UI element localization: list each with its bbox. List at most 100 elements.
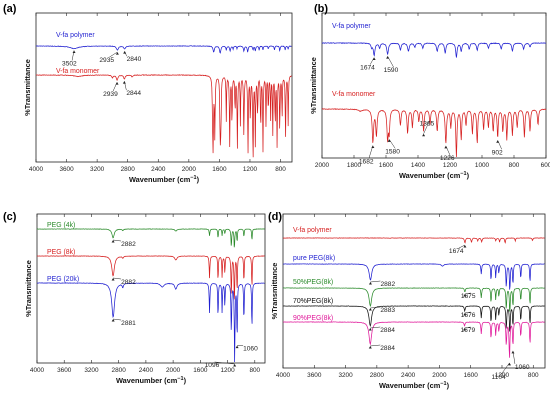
peak-label: 1590 [384, 67, 399, 74]
series-line [321, 108, 547, 158]
x-tick-label: 2000 [432, 372, 447, 379]
arrow-head [386, 56, 390, 59]
x-tick-label: 1000 [475, 162, 490, 169]
peak-label: 1679 [461, 327, 476, 334]
annotation-arrow [501, 362, 510, 375]
arrow-head [368, 328, 372, 331]
arrow-head [463, 294, 467, 297]
arrow-head [463, 245, 467, 248]
annotation-arrow [214, 361, 235, 365]
peak-label: 1580 [385, 148, 400, 155]
plot-frame [321, 12, 547, 159]
series-line [282, 287, 545, 312]
annotation-arrow [388, 139, 396, 149]
x-axis-label: Wavenumber (cm−1) [379, 381, 450, 390]
x-tick-label: 1200 [443, 162, 458, 169]
panel-label: (d) [268, 211, 282, 223]
arrow-head [72, 50, 76, 54]
series-label: V-fa polymer [332, 23, 371, 30]
series-line [36, 282, 265, 363]
annotation-arrow [113, 318, 122, 321]
annotation-arrow [370, 344, 381, 347]
panel-label: (a) [3, 3, 17, 15]
panel-label: (b) [314, 3, 328, 15]
annotation-arrow [370, 326, 381, 329]
x-tick-label: 2400 [401, 372, 416, 379]
x-tick-label: 4000 [30, 367, 45, 374]
annotation-arrow [113, 239, 122, 242]
peak-label: 2883 [380, 307, 395, 314]
annotation-arrow [458, 244, 466, 249]
series-line [282, 321, 545, 358]
peak-label: 2884 [380, 345, 395, 352]
x-tick-label: 800 [509, 162, 520, 169]
series-label: 70%PEG(8k) [293, 298, 333, 305]
arrow-head [122, 81, 126, 84]
series-label: PEG (8k) [47, 249, 75, 256]
arrow-head [111, 278, 115, 281]
peak-label: 1674 [449, 248, 464, 255]
series-line [282, 305, 545, 332]
x-tick-label: 2400 [151, 166, 166, 173]
x-tick-label: 1600 [212, 166, 227, 173]
x-tick-label: 600 [541, 162, 550, 169]
x-tick-label: 2000 [182, 166, 197, 173]
panel-label: (c) [3, 211, 17, 223]
annotation-arrow [370, 306, 381, 309]
arrow-head [387, 139, 391, 142]
peak-label: 2840 [127, 56, 142, 63]
x-tick-label: 2400 [139, 367, 154, 374]
plot-frame [35, 12, 293, 163]
series-label: 50%PEG(8k) [293, 279, 333, 286]
peak-label: 902 [492, 149, 503, 156]
x-tick-label: 4000 [29, 166, 44, 173]
panel-c: (c) 4000 3600 3200 2800 2400 2000 1600 1200 800 Wa… [3, 211, 266, 385]
x-tick-label: 800 [275, 166, 286, 173]
peak-label: 1675 [461, 293, 476, 300]
arrow-head [511, 350, 515, 354]
x-tick-label: 1600 [379, 162, 394, 169]
peak-label: 1365 [420, 121, 435, 128]
x-tick-label: 3600 [57, 367, 72, 374]
arrow-head [115, 52, 119, 55]
arrow-head [463, 313, 467, 316]
annotation-arrow [423, 120, 430, 134]
peak-label: 2882 [121, 279, 136, 286]
x-tick-label: 3600 [59, 166, 74, 173]
arrow-head [111, 240, 115, 243]
series-line [36, 255, 265, 300]
peak-label: 1226 [440, 155, 455, 162]
peak-label: 2882 [380, 281, 395, 288]
arrow-head [372, 57, 376, 61]
x-tick-label: 3200 [84, 367, 99, 374]
series-label: PEG (20k) [47, 276, 79, 283]
x-tick-label: 1200 [243, 166, 258, 173]
peak-label: 2939 [103, 91, 118, 98]
y-axis-label: %Transmittance [23, 59, 32, 116]
arrow-head [444, 145, 448, 149]
arrow-head [368, 308, 372, 311]
series-label: pure PEG(8k) [293, 255, 335, 262]
series-label: V-fa polymer [56, 32, 95, 39]
series-line [282, 237, 545, 244]
peak-label: 1060 [243, 346, 258, 353]
annotation-arrow [370, 280, 381, 283]
arrow-head [235, 345, 239, 349]
series-line [36, 228, 265, 248]
series-label: V-fa monomer [332, 91, 376, 98]
arrow-head [115, 82, 119, 85]
x-tick-label: 2800 [370, 372, 385, 379]
x-tick-label: 3200 [338, 372, 353, 379]
annotation-arrow [464, 326, 471, 329]
annotation-arrow [464, 292, 471, 295]
x-tick-label: 2000 [315, 162, 330, 169]
peak-label: 1682 [359, 159, 374, 166]
arrow-head [422, 133, 426, 137]
arrow-head [233, 364, 237, 367]
plot-frame [282, 213, 546, 369]
x-tick-label: 2800 [112, 367, 127, 374]
series-label: V-fa monomer [56, 68, 100, 75]
x-tick-label: 1800 [347, 162, 362, 169]
panel-b: (b) 2000 1800 1600 1400 1200 1000 800 600 Wavenum… [309, 3, 550, 180]
